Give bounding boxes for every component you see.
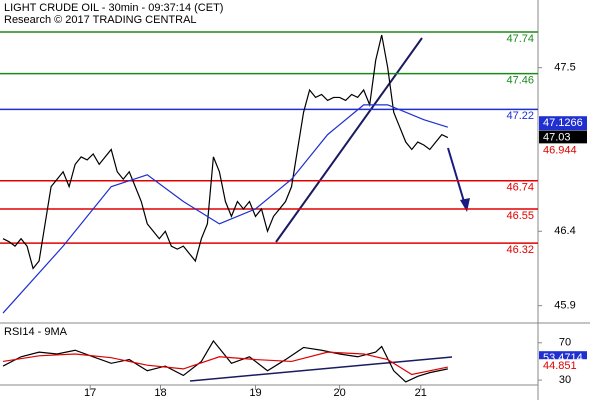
price-tag — [539, 130, 587, 145]
x-tick-label: 17 — [84, 387, 96, 399]
x-tick-label: 19 — [249, 387, 261, 399]
x-tick-label: 21 — [415, 387, 427, 399]
y-tick-label: 30 — [559, 374, 571, 386]
price-tag-label: 47.1266 — [543, 117, 583, 129]
series-line — [2, 104, 449, 314]
x-tick-label: 20 — [334, 387, 346, 399]
series-line — [2, 351, 448, 376]
level-label: 46.32 — [506, 244, 534, 256]
y-tick-label: 70 — [559, 337, 571, 349]
trend-line — [189, 356, 453, 382]
chart-subtitle: Research © 2017 TRADING CENTRAL — [4, 14, 197, 26]
level-label: 47.46 — [506, 75, 534, 87]
series-line — [2, 34, 449, 270]
y-tick-label: 47.5 — [554, 62, 575, 74]
x-tick-label: 18 — [154, 387, 166, 399]
level-label: 47.22 — [506, 110, 534, 122]
price-tag-label: 44.851 — [543, 360, 577, 372]
y-tick-label: 45.9 — [554, 300, 575, 312]
price-tag — [539, 143, 587, 158]
price-tag-label: 47.03 — [543, 131, 571, 143]
level-label: 47.74 — [506, 33, 534, 45]
price-tag-label: 46.944 — [543, 144, 577, 156]
forecast-arrow — [447, 147, 466, 206]
price-tag — [539, 116, 587, 131]
panel-title: RSI14 - 9MA — [4, 326, 68, 338]
y-tick-label: 46.4 — [554, 225, 575, 237]
chart-title: LIGHT CRUDE OIL - 30min - 09:37:14 (CET) — [4, 2, 223, 14]
price-tag — [539, 359, 587, 374]
series-line — [2, 339, 448, 383]
trend-line — [275, 37, 423, 243]
level-label: 46.55 — [506, 210, 534, 222]
level-label: 46.74 — [506, 182, 534, 194]
